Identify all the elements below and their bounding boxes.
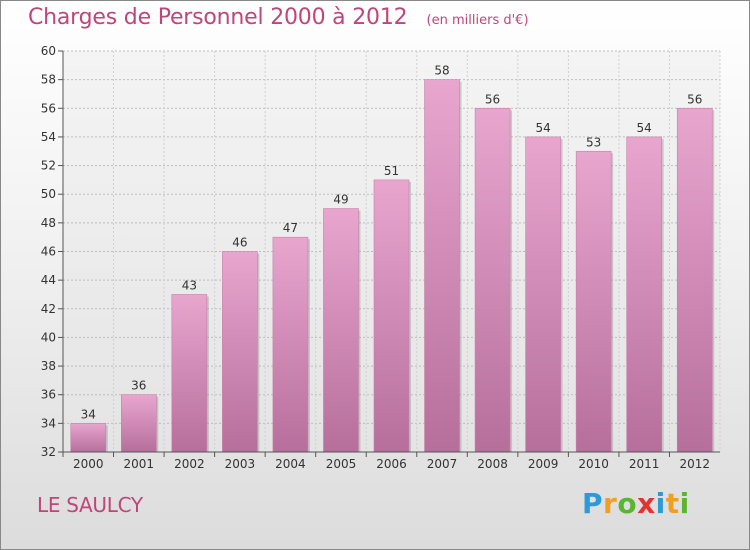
y-tick-label: 34 xyxy=(41,416,56,430)
y-tick-label: 38 xyxy=(41,359,56,373)
bar-value-label: 51 xyxy=(384,164,399,178)
bar xyxy=(171,294,208,453)
logo-letter: x xyxy=(637,487,656,520)
y-tick-label: 54 xyxy=(41,130,56,144)
y-tick-label: 50 xyxy=(41,187,56,201)
bar-value-label: 56 xyxy=(485,92,500,106)
bar-value-label: 43 xyxy=(182,278,197,292)
bar xyxy=(70,423,107,453)
logo-letter: i xyxy=(655,487,666,520)
bar xyxy=(474,107,511,453)
y-tick-label: 56 xyxy=(41,101,56,115)
bar xyxy=(323,208,359,453)
logo-letter: t xyxy=(665,487,680,520)
bar-value-label: 58 xyxy=(434,64,449,78)
x-tick-label: 2010 xyxy=(578,457,609,471)
y-tick-label: 52 xyxy=(41,159,56,173)
bar-value-label: 34 xyxy=(81,407,96,421)
y-tick-label: 48 xyxy=(41,216,56,230)
x-tick-label: 2007 xyxy=(427,457,458,471)
x-tick-label: 2011 xyxy=(629,457,660,471)
x-tick-label: 2000 xyxy=(73,457,104,471)
bar xyxy=(575,150,612,453)
y-tick-label: 44 xyxy=(41,273,56,287)
bar xyxy=(373,179,410,453)
y-tick-label: 32 xyxy=(41,445,56,459)
y-tick-label: 46 xyxy=(41,245,56,259)
y-tick-label: 60 xyxy=(41,44,56,58)
x-tick-label: 2012 xyxy=(679,457,710,471)
bar xyxy=(525,136,561,453)
bar xyxy=(626,136,662,453)
logo-letter: o xyxy=(617,487,638,520)
bar-value-label: 47 xyxy=(283,221,298,235)
bar xyxy=(121,394,157,453)
bar-value-label: 54 xyxy=(637,121,652,135)
chart-unit-label: (en milliers d'€) xyxy=(426,13,529,28)
commune-name: LE SAULCY xyxy=(37,493,143,517)
bar xyxy=(272,236,309,453)
x-tick-label: 2004 xyxy=(275,457,306,471)
bar-value-label: 46 xyxy=(232,236,247,250)
x-tick-label: 2001 xyxy=(124,457,155,471)
x-tick-label: 2009 xyxy=(528,457,559,471)
logo-letter: P xyxy=(582,487,604,520)
x-tick-label: 2005 xyxy=(326,457,357,471)
y-tick-label: 58 xyxy=(41,73,56,87)
logo-letter: r xyxy=(603,487,618,520)
x-tick-label: 2002 xyxy=(174,457,205,471)
chart-title-row: Charges de Personnel 2000 à 2012 (en mil… xyxy=(28,5,529,30)
x-tick-label: 2008 xyxy=(477,457,508,471)
bar-value-label: 54 xyxy=(535,121,550,135)
bar-value-label: 56 xyxy=(687,92,702,106)
logo-letter: i xyxy=(679,487,690,520)
chart-title: Charges de Personnel 2000 à 2012 xyxy=(28,5,408,30)
proxiti-logo: Proxiti xyxy=(582,487,690,520)
y-tick-label: 36 xyxy=(41,388,56,402)
bar xyxy=(424,79,460,453)
x-tick-label: 2006 xyxy=(376,457,407,471)
x-tick-label: 2003 xyxy=(225,457,256,471)
y-tick-label: 40 xyxy=(41,330,56,344)
y-tick-label: 42 xyxy=(41,302,56,316)
bar-value-label: 53 xyxy=(586,135,601,149)
bar xyxy=(222,251,258,453)
bar xyxy=(676,107,713,453)
bar-value-label: 49 xyxy=(333,193,348,207)
bar-value-label: 36 xyxy=(131,379,146,393)
